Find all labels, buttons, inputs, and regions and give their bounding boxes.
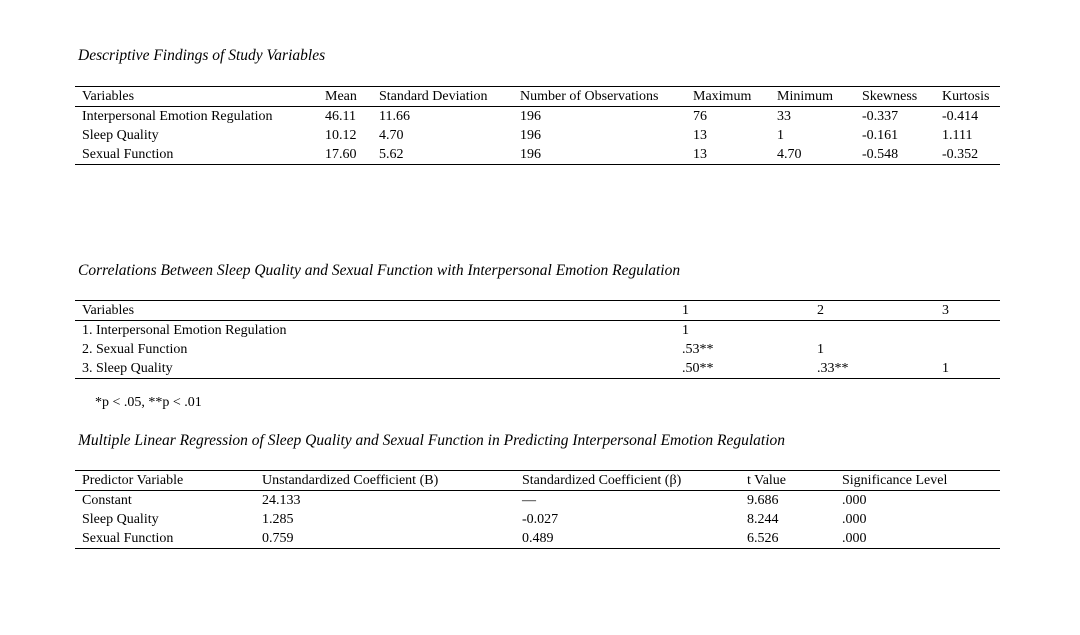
- table-cell: 1: [935, 359, 1000, 379]
- column-header: Variables: [75, 86, 318, 107]
- table-cell: .53**: [682, 342, 714, 357]
- table-cell: .000: [835, 529, 1000, 549]
- column-header: Maximum: [686, 86, 770, 107]
- column-header: Unstandardized Coefficient (B): [255, 470, 515, 491]
- column-header: 2: [810, 300, 935, 321]
- table-row: Constant 24.133 — 9.686 .000: [75, 491, 1000, 511]
- table-cell: 1: [817, 342, 824, 357]
- table-cell: .000: [842, 493, 867, 508]
- table-row: Sleep Quality 1.285 -0.027 8.244 .000: [75, 510, 1000, 529]
- table-cell: 1.111: [942, 128, 973, 143]
- table-cell: Constant: [82, 493, 132, 508]
- table-cell: Sleep Quality: [82, 128, 159, 143]
- regression-table: Predictor Variable Unstandardized Coeffi…: [75, 470, 1000, 549]
- table-row: 2. Sexual Function .53** 1: [75, 340, 1000, 359]
- table-cell: 1.285: [262, 512, 294, 527]
- significance-footnote: *p < .05, **p < .01: [95, 395, 202, 410]
- table-cell: 0.759: [255, 529, 515, 549]
- table-cell: 33: [777, 109, 791, 124]
- table-cell: 1: [682, 323, 689, 338]
- column-header: Standard Deviation: [372, 86, 513, 107]
- table-cell: 3. Sleep Quality: [75, 359, 675, 379]
- table-cell: [810, 321, 935, 341]
- table-cell: 0.489: [515, 529, 740, 549]
- column-header: Predictor Variable: [75, 470, 255, 491]
- column-header: Standardized Coefficient (β): [515, 470, 740, 491]
- table-cell: 76: [693, 109, 707, 124]
- table-cell: 17.60: [318, 145, 372, 165]
- table-header-row: Predictor Variable Unstandardized Coeffi…: [75, 470, 1000, 491]
- descriptives-table-title: Descriptive Findings of Study Variables: [78, 47, 326, 64]
- correlations-table-title: Correlations Between Sleep Quality and S…: [78, 262, 681, 279]
- column-header: Kurtosis: [935, 86, 1000, 107]
- table-row: Interpersonal Emotion Regulation 46.11 1…: [75, 107, 1000, 127]
- table-cell: 46.11: [325, 109, 356, 124]
- descriptives-table: Variables Mean Standard Deviation Number…: [75, 86, 1000, 165]
- table-cell: -0.548: [855, 145, 935, 165]
- correlations-table: Variables 1 2 3 1. Interpersonal Emotion…: [75, 300, 1000, 379]
- table-cell: .000: [842, 512, 867, 527]
- table-cell: [935, 340, 1000, 359]
- column-header: t Value: [740, 470, 835, 491]
- table-cell: —: [522, 493, 536, 508]
- table-cell: 8.244: [747, 512, 779, 527]
- table-cell: 1. Interpersonal Emotion Regulation: [82, 323, 287, 338]
- table-header-row: Variables 1 2 3: [75, 300, 1000, 321]
- table-cell: 5.62: [372, 145, 513, 165]
- column-header: Significance Level: [835, 470, 1000, 491]
- column-header: 1: [675, 300, 810, 321]
- table-cell: 4.70: [379, 128, 404, 143]
- table-cell: 9.686: [747, 493, 779, 508]
- table-cell: [935, 321, 1000, 341]
- table-cell: 4.70: [770, 145, 855, 165]
- table-cell: -0.352: [935, 145, 1000, 165]
- column-header: Number of Observations: [513, 86, 686, 107]
- table-cell: 13: [686, 145, 770, 165]
- table-cell: 11.66: [379, 109, 410, 124]
- table-cell: -0.161: [862, 128, 899, 143]
- table-cell: -0.027: [522, 512, 559, 527]
- table-cell: Sexual Function: [75, 145, 318, 165]
- table-cell: 10.12: [325, 128, 357, 143]
- column-header: Skewness: [855, 86, 935, 107]
- table-cell: 1: [777, 128, 784, 143]
- column-header: Minimum: [770, 86, 855, 107]
- column-header: Variables: [75, 300, 675, 321]
- table-header-row: Variables Mean Standard Deviation Number…: [75, 86, 1000, 107]
- table-cell: 2. Sexual Function: [82, 342, 188, 357]
- table-row: Sleep Quality 10.12 4.70 196 13 1 -0.161…: [75, 126, 1000, 145]
- table-row: 3. Sleep Quality .50** .33** 1: [75, 359, 1000, 379]
- table-row: Sexual Function 0.759 0.489 6.526 .000: [75, 529, 1000, 549]
- column-header: Mean: [318, 86, 372, 107]
- regression-table-title: Multiple Linear Regression of Sleep Qual…: [78, 432, 786, 449]
- table-cell: 196: [520, 128, 541, 143]
- table-cell: .50**: [675, 359, 810, 379]
- table-cell: Interpersonal Emotion Regulation: [82, 109, 273, 124]
- table-row: Sexual Function 17.60 5.62 196 13 4.70 -…: [75, 145, 1000, 165]
- table-cell: -0.337: [862, 109, 899, 124]
- column-header: 3: [935, 300, 1000, 321]
- table-cell: 196: [513, 145, 686, 165]
- table-cell: .33**: [810, 359, 935, 379]
- table-cell: Sleep Quality: [82, 512, 159, 527]
- table-cell: 6.526: [740, 529, 835, 549]
- table-cell: 13: [693, 128, 707, 143]
- table-row: 1. Interpersonal Emotion Regulation 1: [75, 321, 1000, 341]
- table-cell: Sexual Function: [75, 529, 255, 549]
- table-cell: -0.414: [942, 109, 979, 124]
- table-cell: 24.133: [262, 493, 301, 508]
- table-cell: 196: [520, 109, 541, 124]
